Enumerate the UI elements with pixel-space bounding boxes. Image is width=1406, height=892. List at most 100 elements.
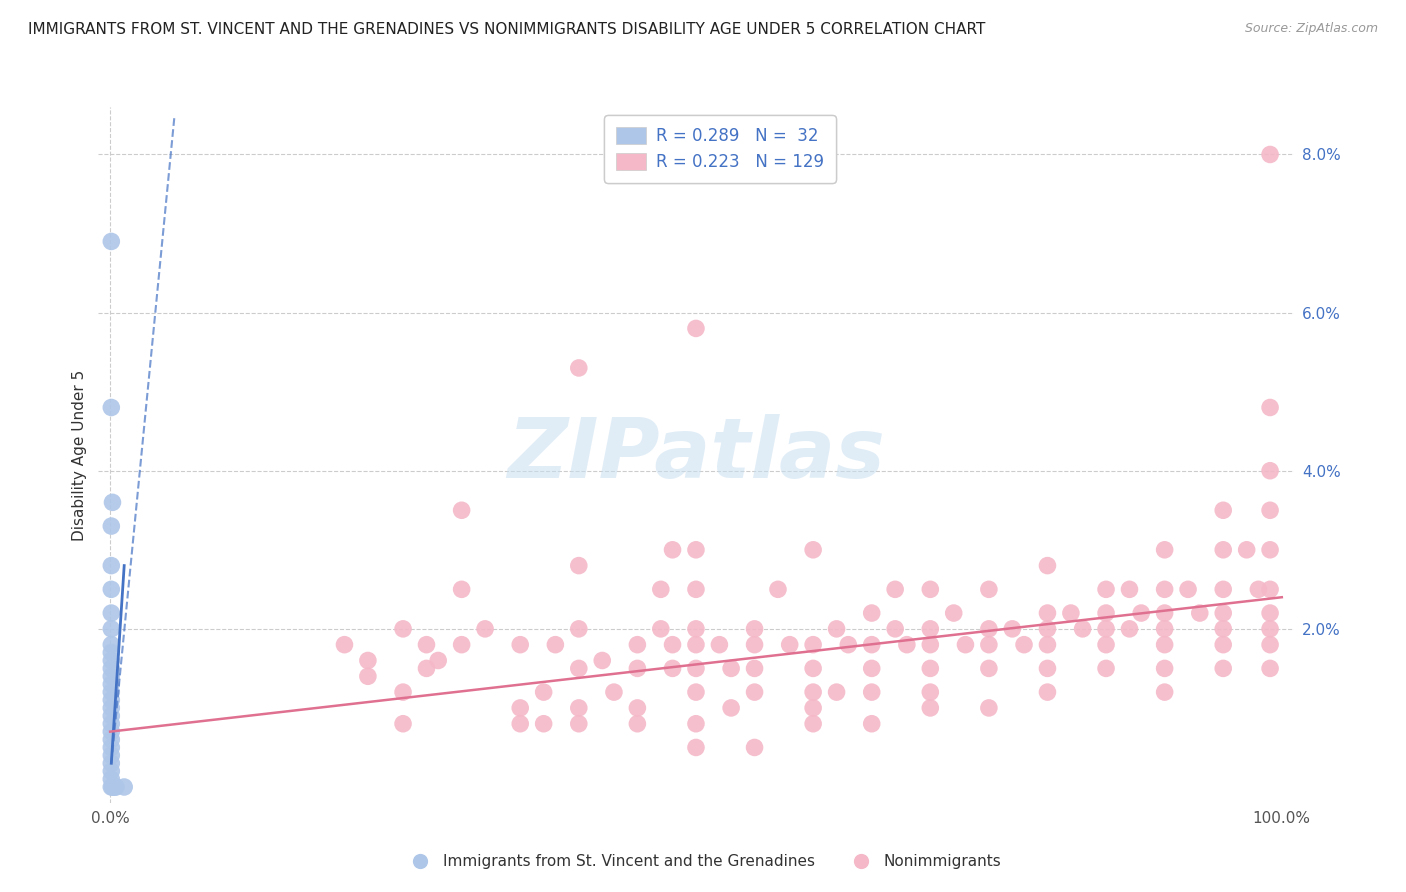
Point <box>1153 542 1175 557</box>
Point <box>1212 503 1234 517</box>
Point <box>685 321 707 335</box>
Point <box>100 669 122 683</box>
Point <box>1212 661 1234 675</box>
Point <box>105 780 128 794</box>
Point <box>103 780 125 794</box>
Point <box>101 780 124 794</box>
Point <box>626 661 648 675</box>
Point <box>509 701 531 715</box>
Point <box>1036 558 1059 573</box>
Point <box>685 740 707 755</box>
Point <box>1258 582 1281 597</box>
Point <box>744 740 766 755</box>
Point <box>100 756 122 771</box>
Point <box>104 780 127 794</box>
Point <box>977 701 1000 715</box>
Point <box>1258 464 1281 478</box>
Point <box>1095 661 1118 675</box>
Point <box>100 646 122 660</box>
Point <box>1095 606 1118 620</box>
Point <box>100 235 122 249</box>
Text: ZIPatlas: ZIPatlas <box>508 415 884 495</box>
Point <box>766 582 789 597</box>
Point <box>509 638 531 652</box>
Point <box>100 653 122 667</box>
Point <box>884 582 907 597</box>
Point <box>920 685 942 699</box>
Point <box>1153 622 1175 636</box>
Point <box>955 638 977 652</box>
Point <box>1095 582 1118 597</box>
Point <box>1258 503 1281 517</box>
Point <box>100 748 122 763</box>
Point <box>1258 542 1281 557</box>
Point <box>720 661 742 675</box>
Point <box>357 669 380 683</box>
Point <box>779 638 801 652</box>
Point <box>626 701 648 715</box>
Point <box>744 661 766 675</box>
Point <box>1258 638 1281 652</box>
Point <box>860 685 883 699</box>
Point <box>860 661 883 675</box>
Point <box>744 638 766 652</box>
Point <box>100 519 122 533</box>
Point <box>533 716 555 731</box>
Point <box>100 780 122 794</box>
Point <box>720 701 742 715</box>
Point <box>1118 622 1140 636</box>
Point <box>801 685 824 699</box>
Point <box>685 716 707 731</box>
Point <box>474 622 496 636</box>
Legend: R = 0.289   N =  32, R = 0.223   N = 129: R = 0.289 N = 32, R = 0.223 N = 129 <box>605 115 835 183</box>
Point <box>392 716 415 731</box>
Point <box>825 622 848 636</box>
Point <box>1258 147 1281 161</box>
Point <box>1036 606 1059 620</box>
Point <box>801 542 824 557</box>
Point <box>650 622 672 636</box>
Point <box>1071 622 1094 636</box>
Point <box>1130 606 1153 620</box>
Point <box>920 638 942 652</box>
Point <box>977 582 1000 597</box>
Point <box>1095 622 1118 636</box>
Point <box>1153 606 1175 620</box>
Point <box>1177 582 1199 597</box>
Point <box>533 685 555 699</box>
Point <box>544 638 567 652</box>
Point <box>392 685 415 699</box>
Text: IMMIGRANTS FROM ST. VINCENT AND THE GRENADINES VS NONIMMIGRANTS DISABILITY AGE U: IMMIGRANTS FROM ST. VINCENT AND THE GREN… <box>28 22 986 37</box>
Point <box>1153 661 1175 675</box>
Point <box>837 638 859 652</box>
Point <box>884 622 907 636</box>
Point <box>509 716 531 731</box>
Point <box>1001 622 1024 636</box>
Point <box>100 740 122 755</box>
Point <box>709 638 731 652</box>
Point <box>568 701 591 715</box>
Point <box>920 661 942 675</box>
Point <box>1212 582 1234 597</box>
Point <box>1212 542 1234 557</box>
Point <box>920 622 942 636</box>
Point <box>568 558 591 573</box>
Point <box>100 685 122 699</box>
Point <box>112 780 135 794</box>
Point <box>568 622 591 636</box>
Point <box>661 661 683 675</box>
Point <box>568 360 591 375</box>
Point <box>801 638 824 652</box>
Point <box>100 772 122 786</box>
Point <box>100 764 122 779</box>
Point <box>685 582 707 597</box>
Point <box>1153 685 1175 699</box>
Point <box>1212 622 1234 636</box>
Point <box>1036 685 1059 699</box>
Point <box>1012 638 1035 652</box>
Point <box>100 732 122 747</box>
Point <box>685 622 707 636</box>
Point <box>626 638 648 652</box>
Point <box>100 606 122 620</box>
Point <box>100 401 122 415</box>
